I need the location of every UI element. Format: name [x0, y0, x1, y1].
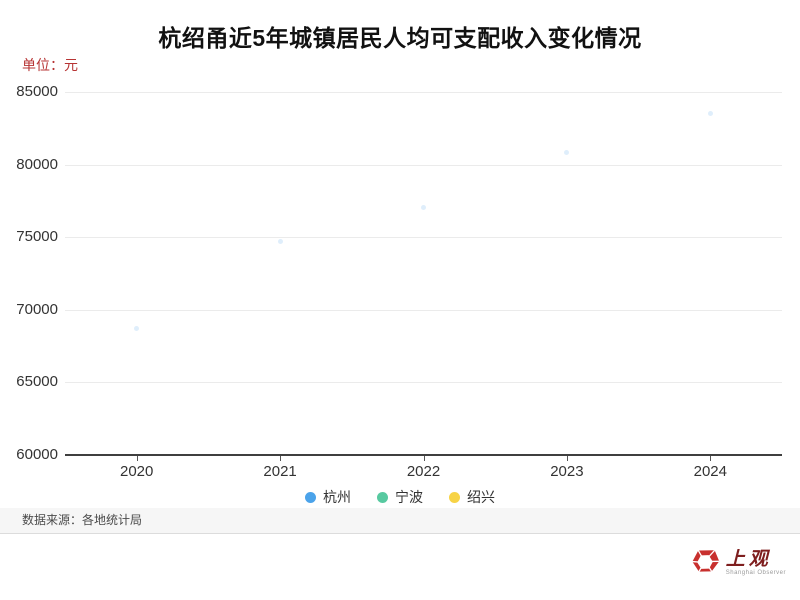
unit-label: 单位：元	[22, 57, 78, 73]
axis-tick	[136, 456, 138, 461]
logo-hexagon-icon	[692, 549, 720, 572]
gridline	[65, 237, 782, 239]
x-axis-label: 2022	[406, 463, 441, 480]
faint-data-point	[564, 150, 570, 156]
legend-item[interactable]: 宁波	[377, 487, 423, 507]
legend-label: 绍兴	[467, 489, 495, 505]
y-axis-label: 60000	[16, 446, 58, 463]
legend-dot-icon	[305, 491, 316, 503]
legend-label: 宁波	[395, 489, 423, 505]
y-axis-label: 85000	[16, 83, 58, 100]
faint-data-point	[277, 239, 283, 245]
legend-item[interactable]: 绍兴	[449, 487, 495, 507]
faint-data-point	[707, 110, 713, 116]
logo-subtitle: Shanghai Observer	[725, 569, 786, 576]
x-axis-label: 2020	[120, 463, 154, 480]
x-axis-line	[65, 454, 782, 456]
shanghai-observer-logo: 上观 Shanghai Observer	[690, 547, 786, 577]
source-bar: 数据来源：各地统计局	[0, 508, 800, 534]
faint-data-point	[421, 204, 426, 210]
data-source-text: 数据来源：各地统计局	[22, 513, 143, 527]
x-axis-label: 2023	[550, 463, 584, 480]
y-axis-label: 65000	[16, 373, 58, 391]
gridline	[65, 164, 782, 166]
axis-tick	[710, 456, 712, 461]
axis-tick	[280, 456, 282, 461]
faint-data-point	[134, 326, 140, 332]
axis-tick	[566, 456, 568, 461]
gridline	[65, 309, 782, 311]
chart-title: 杭绍甬近5年城镇居民人均可支配收入变化情况	[158, 25, 642, 51]
x-axis-label: 2021	[263, 463, 297, 480]
x-axis-label: 2024	[693, 463, 727, 480]
legend-item[interactable]: 杭州	[305, 487, 351, 507]
y-axis-label: 70000	[16, 300, 58, 318]
y-axis-label: 80000	[16, 155, 58, 173]
chart-legend: 杭州 宁波 绍兴	[0, 487, 800, 507]
legend-dot-icon	[449, 491, 460, 503]
logo-wordmark: 上观	[725, 547, 772, 570]
logo-text-block: 上观 Shanghai Observer	[726, 549, 786, 576]
legend-label: 杭州	[323, 489, 351, 505]
gridline	[65, 92, 782, 93]
axis-tick	[423, 456, 425, 461]
y-axis-label: 75000	[16, 228, 58, 246]
gridline	[65, 382, 782, 384]
legend-dot-icon	[377, 491, 388, 503]
